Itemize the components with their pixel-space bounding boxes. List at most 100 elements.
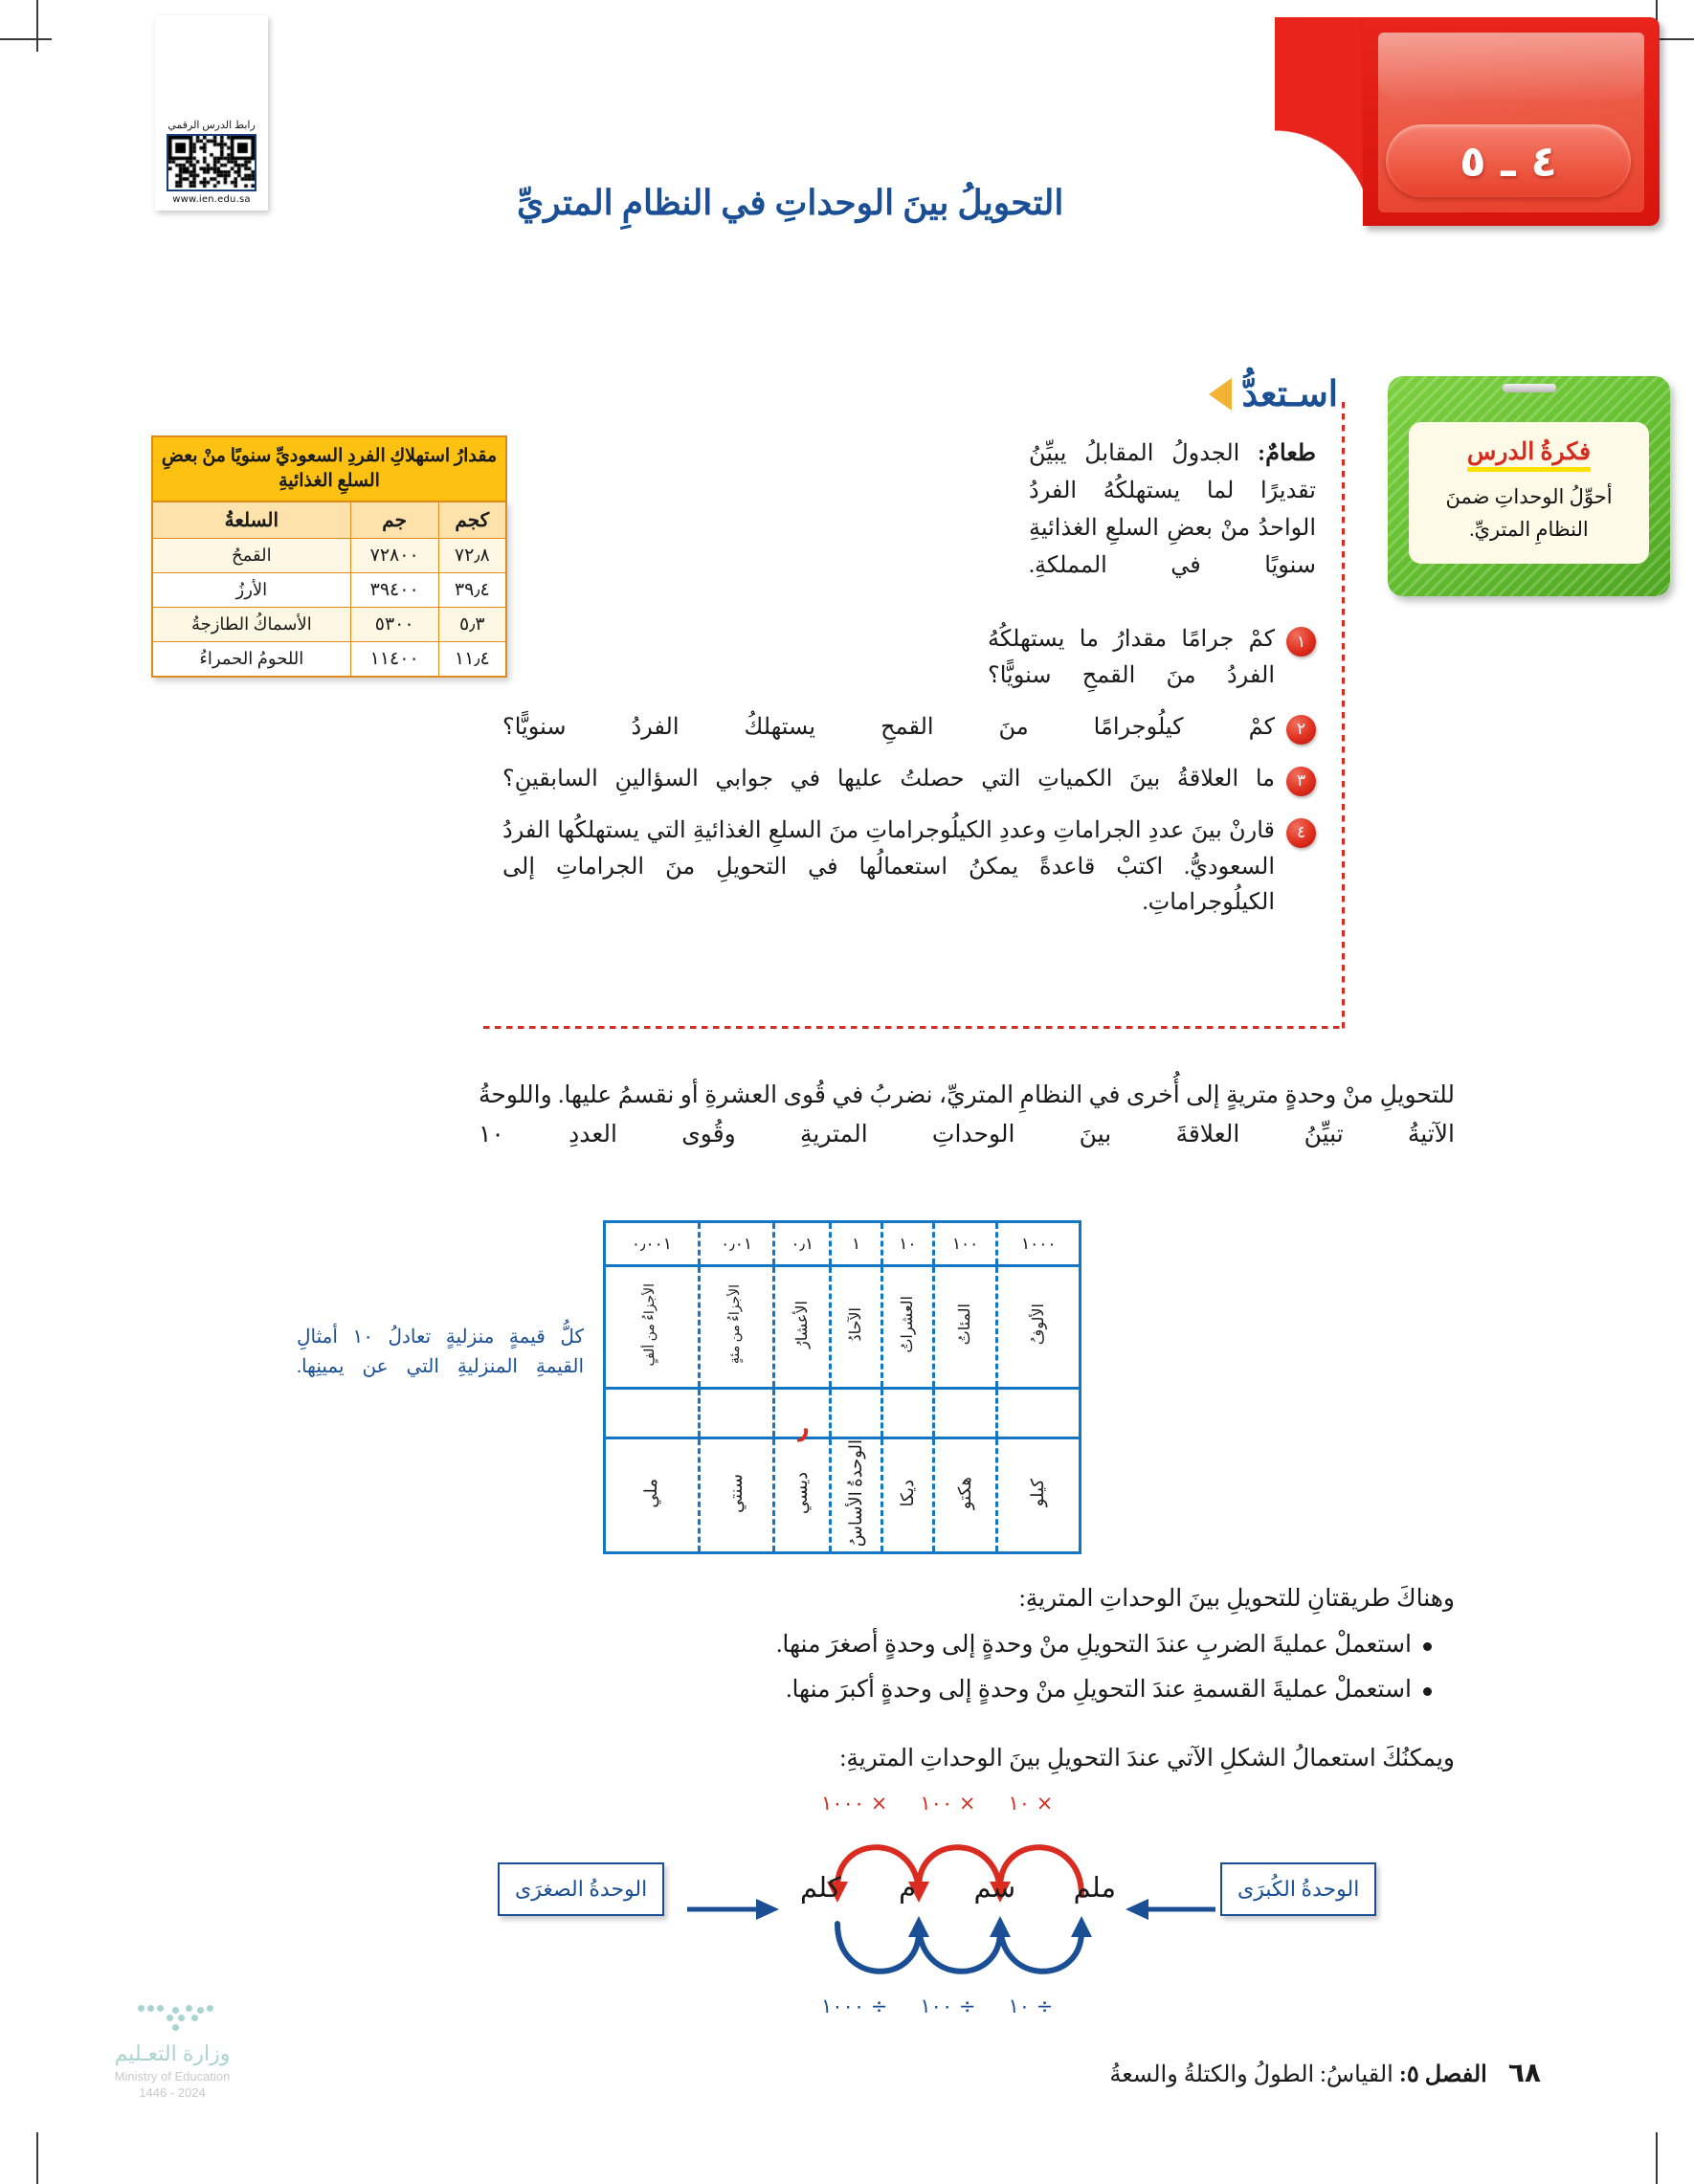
place-value-names-row: الألوفُ المئاتُ العشراتُ الآحادُ الأعشارُ الأ…	[603, 1265, 1081, 1390]
bullet-dot-icon	[1423, 1642, 1432, 1651]
place-value-name-text: الألوفُ	[1030, 1304, 1047, 1346]
prepare-questions-list: ١ كمْ جرامًا مقدارُ ما يستهلكُهُ الفردُ م…	[502, 622, 1316, 937]
page-title: التحويلُ بينَ الوحداتِ في النظامِ المتري…	[517, 184, 1064, 222]
place-value-unit-text: الوحدةُ الأساسُ	[845, 1439, 865, 1548]
divide-label-1: ١٠٠ ÷	[920, 1995, 976, 2017]
page-footer: ٦٨ الفصل ٥: القياسُ: الطولُ والكتلةُ وال…	[1109, 2057, 1541, 2088]
conversion-unit-0: كلم	[800, 1873, 841, 1904]
methods-lead-line: وهناكَ طريقتانِ للتحويلِ بينَ الوحداتِ ا…	[1018, 1586, 1455, 1612]
logo-dot	[178, 2015, 185, 2021]
place-value-unit-1: هكتو	[931, 1437, 999, 1555]
lesson-number-text: ٤ ـ ٥	[1460, 135, 1557, 187]
place-value-number-text: ١٠٠	[951, 1234, 979, 1254]
conversion-unit-labels: كلم م سم ملم	[800, 1871, 1116, 1905]
logo-dot	[207, 2005, 213, 2012]
place-value-name-4: الأعشارُ	[772, 1265, 833, 1390]
cell-kilograms: ٣٩٫٤	[437, 572, 507, 609]
question-item: ٤ قارنْ بينَ عددِ الجراماتِ وعددِ الكيلُو…	[502, 813, 1316, 923]
bullet-item: استعملْ عمليةَ القسمةِ عندَ التحويلِ منْ…	[479, 1672, 1455, 1709]
crop-mark-right-edge	[1642, 38, 1694, 40]
place-value-unit-text: سنتي	[725, 1473, 746, 1513]
table-header-row: كجم جم السلعةُ	[151, 501, 507, 540]
crop-mark-bottom-left	[36, 2132, 38, 2184]
logo-dot	[191, 2015, 198, 2021]
logo-dot	[172, 2007, 179, 2014]
chapter-title: القياسُ: الطولُ والكتلةُ والسعةُ	[1109, 2062, 1393, 2087]
place-value-number-2: ١٠	[880, 1220, 935, 1267]
cell-item: القمحُ	[151, 538, 351, 574]
food-consumption-table: مقدارُ استهلاكِ الفردِ السعوديِّ سنويًا …	[151, 435, 507, 679]
cell-item: اللحومُ الحمراءُ	[151, 641, 351, 678]
place-value-table: ١٠٠٠ ١٠٠ ١٠ ١ ٠٫١ ٠٫٠١ ٠٫٠٠١ الألوفُ المئاتُ الع…	[603, 1220, 1081, 1555]
place-value-name-text: المئاتُ	[957, 1304, 974, 1346]
place-value-name-1: المئاتُ	[931, 1265, 999, 1390]
badge-clip-icon	[1502, 384, 1556, 392]
prepare-intro-paragraph: طعامٌ: الجدولُ المقابلُ يبيِّنُ تقديرًا …	[1029, 435, 1316, 585]
place-value-number-text: ١٠	[899, 1234, 917, 1254]
question-text: قارنْ بينَ عددِ الجراماتِ وعددِ الكيلُوج…	[502, 817, 1275, 916]
place-value-number-1: ١٠٠	[931, 1220, 999, 1267]
place-value-name-text: الأجزاءُ من مئةٍ	[728, 1284, 744, 1365]
qr-label: رابط الدرس الرقمي	[167, 120, 256, 131]
place-value-name-3: الآحادُ	[829, 1265, 883, 1390]
edition-year: 2024 - 1446	[139, 2085, 206, 2100]
logo-dot	[197, 2007, 204, 2014]
lesson-number-pill: ٤ ـ ٥	[1386, 124, 1631, 197]
place-value-name-6: الأجزاءُ من ألفٍ	[603, 1265, 701, 1390]
place-value-empty-0	[995, 1388, 1081, 1439]
cell-kilograms: ٧٢٫٨	[437, 538, 507, 574]
methods-bullet-list: استعملْ عمليةَ الضربِ عندَ التحويلِ منْ …	[479, 1627, 1455, 1717]
place-value-empty-3	[829, 1388, 883, 1439]
arrow-right-icon	[1209, 378, 1233, 411]
dotted-divider-horizontal	[483, 1026, 1345, 1029]
place-value-unit-text: ديسي	[791, 1472, 812, 1515]
place-value-number-6: ٠٫٠٠١	[603, 1220, 701, 1267]
bullet-text: استعملْ عمليةَ القسمةِ عندَ التحويلِ منْ…	[786, 1676, 1412, 1703]
table-row: ٧٢٫٨ ٧٢٨٠٠ القمحُ	[151, 538, 507, 574]
crop-mark-top-left	[36, 0, 38, 52]
divide-arrowheads	[908, 1916, 1092, 1937]
chapter-label: الفصل ٥: القياسُ: الطولُ والكتلةُ والسعة…	[1109, 2061, 1486, 2088]
place-value-unit-text: هكتو	[954, 1476, 974, 1510]
prepare-intro-text: الجدولُ المقابلُ يبيِّنُ تقديرًا لما يست…	[1029, 441, 1316, 578]
question-item: ٣ ما العلاقةُ بينَ الكمياتِ التي حصلتُ عل…	[502, 762, 1316, 798]
place-value-name-text: العشراتُ	[899, 1296, 916, 1353]
place-value-number-text: ٠٫٠٠١	[631, 1234, 672, 1254]
place-value-unit-text: ديكا	[897, 1479, 917, 1507]
place-value-name-0: الألوفُ	[995, 1265, 1081, 1390]
place-value-number-text: ١٠٠٠	[1020, 1234, 1057, 1254]
label-connector-arrowheads	[756, 1899, 1148, 1920]
cell-grams: ٣٩٤٠٠	[349, 572, 439, 609]
place-value-unit-6: ملي	[603, 1437, 701, 1555]
divide-label-0: ١٠٠٠ ÷	[821, 1995, 888, 2017]
place-value-name-5: الأجزاءُ من مئةٍ	[697, 1265, 776, 1390]
place-value-values-row: ١٠٠٠ ١٠٠ ١٠ ١ ٠٫١ ٠٫٠١ ٠٫٠٠١	[603, 1220, 1081, 1267]
column-header-item: السلعةُ	[151, 501, 351, 540]
unit-conversion-diagram: ١٠٠٠ × ١٠٠ × ١٠ × ١٠٠٠ ÷ ١٠٠ ÷ ١٠ ÷	[479, 1780, 1455, 2029]
logo-dot	[147, 2005, 154, 2012]
place-value-name-text: الأعشارُ	[793, 1301, 811, 1348]
qr-code-icon[interactable]	[167, 134, 256, 191]
chapter-number: الفصل ٥:	[1398, 2062, 1487, 2087]
crop-mark-left-edge	[0, 38, 52, 40]
question-number-badge: ٤	[1286, 817, 1316, 848]
divide-label-2: ١٠ ÷	[1008, 1995, 1054, 2017]
smallest-unit-label: الوحدةُ الصغرَى	[498, 1862, 665, 1916]
ministry-logo: وزارة التعـليم Ministry of Education 202…	[86, 2005, 258, 2100]
bullet-text: استعملْ عمليةَ الضربِ عندَ التحويلِ منْ …	[776, 1632, 1412, 1658]
cell-kilograms: ٥٫٣	[437, 607, 507, 643]
multiply-arrowheads	[827, 1882, 1011, 1903]
digital-lesson-link-card[interactable]: رابط الدرس الرقمي www.ien.edu.sa	[155, 15, 268, 211]
place-value-empty-1	[931, 1388, 999, 1439]
place-value-empty-6	[603, 1388, 701, 1439]
column-header-g: جم	[349, 501, 439, 540]
cell-kilograms: ١١٫٤	[437, 641, 507, 678]
question-number-badge: ٣	[1286, 766, 1316, 796]
place-value-unit-4: ديسي	[772, 1437, 833, 1555]
logo-dot	[186, 2005, 192, 2012]
place-value-empty-4	[772, 1388, 833, 1439]
lesson-idea-badge: فكرةُ الدرس أحوِّلُ الوحداتِ ضمنَ النظام…	[1388, 376, 1670, 596]
multiply-label-0: ١٠٠٠ ×	[821, 1792, 888, 1815]
place-value-name-2: العشراتُ	[880, 1265, 935, 1390]
place-value-unit-text: ملي	[641, 1478, 661, 1508]
